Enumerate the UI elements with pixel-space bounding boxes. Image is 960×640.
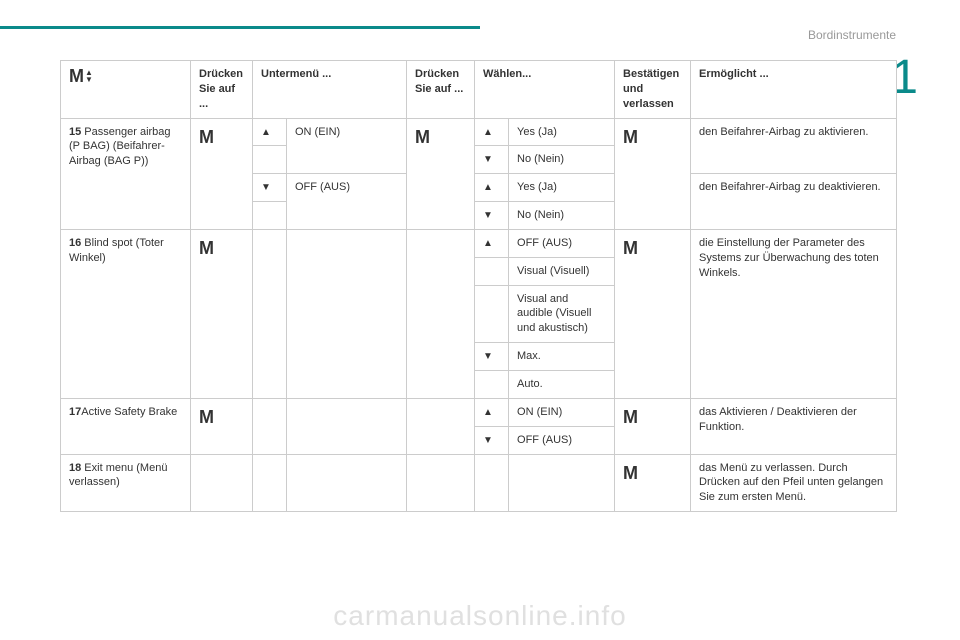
row-15-label: 15 Passenger airbag (P BAG) (Beifahrer-A… bbox=[61, 118, 191, 229]
row-16-c-tri bbox=[475, 285, 509, 343]
row-16-sub bbox=[287, 229, 407, 398]
row-15-c-val: Yes (Ja) bbox=[509, 174, 615, 202]
row-18-press1 bbox=[191, 454, 253, 512]
row-15-on: ON (EIN) bbox=[287, 118, 407, 174]
settings-table: M▲▼ Drücken Sie auf ... Untermenü ... Dr… bbox=[60, 60, 897, 512]
row-15-c-tri: ▲ bbox=[475, 174, 509, 202]
row-16-b-tri bbox=[475, 257, 509, 285]
row-16-a-val: OFF (AUS) bbox=[509, 229, 615, 257]
row-16-e-val: Auto. bbox=[509, 370, 615, 398]
row-16-press1: M bbox=[191, 229, 253, 398]
header-mode-icon: M▲▼ bbox=[61, 61, 191, 119]
row-18-sel-tri bbox=[475, 454, 509, 512]
accent-bar bbox=[0, 26, 480, 29]
header-section-label: Bordinstrumente bbox=[808, 28, 896, 42]
m-updown-icon: M▲▼ bbox=[69, 67, 93, 85]
row-18-press2 bbox=[407, 454, 475, 512]
header-press2: Drücken Sie auf ... bbox=[407, 61, 475, 119]
row-18-confirm: M bbox=[615, 454, 691, 512]
row-15-d-val: No (Nein) bbox=[509, 202, 615, 230]
row-15-b-tri2: ▼ bbox=[475, 146, 509, 174]
row-15-off: OFF (AUS) bbox=[287, 174, 407, 230]
row-16-press2 bbox=[407, 229, 475, 398]
row-15-enable2: den Beifahrer-Airbag zu deaktivieren. bbox=[691, 174, 897, 230]
row-18-sel bbox=[509, 454, 615, 512]
row-15-d-tri bbox=[253, 202, 287, 230]
row-18-label: 18 Exit menu (Menü verlassen) bbox=[61, 454, 191, 512]
row-17-b-val: OFF (AUS) bbox=[509, 426, 615, 454]
row-16-sub-tri bbox=[253, 229, 287, 398]
row-16-enable: die Einstellung der Parameter des System… bbox=[691, 229, 897, 398]
row-17-sub-tri bbox=[253, 398, 287, 454]
row-15-press2: M bbox=[407, 118, 475, 229]
row-17-label: 17Active Safety Brake bbox=[61, 398, 191, 454]
row-18-sub bbox=[287, 454, 407, 512]
row-16-a: 16 Blind spot (Toter Winkel) M ▲ OFF (AU… bbox=[61, 229, 897, 257]
row-15-b-tri bbox=[253, 146, 287, 174]
row-18: 18 Exit menu (Menü verlassen) M das Menü… bbox=[61, 454, 897, 512]
row-15-enable1: den Beifahrer-Airbag zu aktivieren. bbox=[691, 118, 897, 174]
row-17-press2 bbox=[407, 398, 475, 454]
header-submenu: Untermenü ... bbox=[253, 61, 407, 119]
row-17-b-tri: ▼ bbox=[475, 426, 509, 454]
row-15-confirm: M bbox=[615, 118, 691, 229]
table-header-row: M▲▼ Drücken Sie auf ... Untermenü ... Dr… bbox=[61, 61, 897, 119]
row-18-sub-tri bbox=[253, 454, 287, 512]
header-confirm: Bestätigen und verlassen bbox=[615, 61, 691, 119]
row-15-press1: M bbox=[191, 118, 253, 229]
row-16-d-tri: ▼ bbox=[475, 343, 509, 371]
row-15-a: 15 Passenger airbag (P BAG) (Beifahrer-A… bbox=[61, 118, 897, 146]
row-17-a-tri: ▲ bbox=[475, 398, 509, 426]
row-15-d-tri2: ▼ bbox=[475, 202, 509, 230]
row-15-b-val: No (Nein) bbox=[509, 146, 615, 174]
row-17-press1: M bbox=[191, 398, 253, 454]
header-select: Wählen... bbox=[475, 61, 615, 119]
row-16-b-val: Visual (Visuell) bbox=[509, 257, 615, 285]
header-enables: Ermöglicht ... bbox=[691, 61, 897, 119]
row-15-tri-down: ▼ bbox=[253, 174, 287, 202]
watermark: carmanualsonline.info bbox=[0, 600, 960, 632]
row-15-a-tri: ▲ bbox=[475, 118, 509, 146]
row-16-c-val: Visual and audible (Visuell und akustisc… bbox=[509, 285, 615, 343]
row-17-a: 17Active Safety Brake M ▲ ON (EIN) M das… bbox=[61, 398, 897, 426]
row-16-e-tri bbox=[475, 370, 509, 398]
row-16-a-tri: ▲ bbox=[475, 229, 509, 257]
row-17-sub bbox=[287, 398, 407, 454]
row-15-tri-up: ▲ bbox=[253, 118, 287, 146]
row-17-enable: das Aktivieren / Deaktivieren der Funkti… bbox=[691, 398, 897, 454]
row-16-label: 16 Blind spot (Toter Winkel) bbox=[61, 229, 191, 398]
row-18-enable: das Menü zu verlassen. Durch Drücken auf… bbox=[691, 454, 897, 512]
row-16-d-val: Max. bbox=[509, 343, 615, 371]
row-15-a-val: Yes (Ja) bbox=[509, 118, 615, 146]
header-press1: Drücken Sie auf ... bbox=[191, 61, 253, 119]
row-16-confirm: M bbox=[615, 229, 691, 398]
row-17-confirm: M bbox=[615, 398, 691, 454]
row-17-a-val: ON (EIN) bbox=[509, 398, 615, 426]
